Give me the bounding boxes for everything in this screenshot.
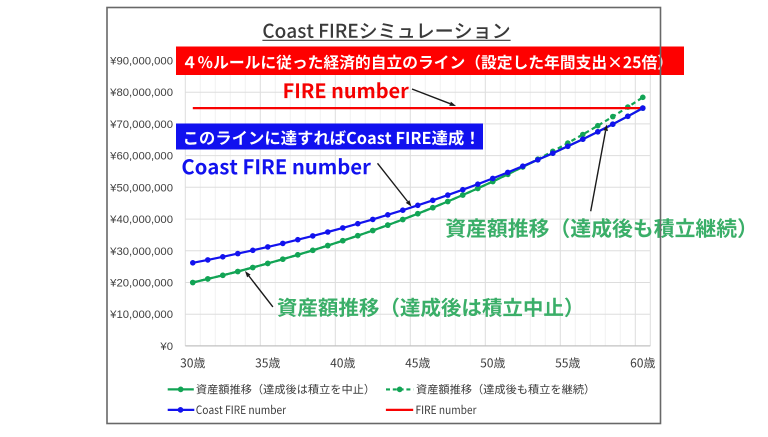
svg-text:¥10,000,000: ¥10,000,000 — [109, 309, 173, 321]
svg-text:¥80,000,000: ¥80,000,000 — [109, 87, 173, 99]
svg-text:¥50,000,000: ¥50,000,000 — [109, 182, 173, 194]
svg-text:¥90,000,000: ¥90,000,000 — [109, 56, 173, 68]
svg-text:¥60,000,000: ¥60,000,000 — [109, 151, 173, 163]
svg-text:¥0: ¥0 — [159, 341, 173, 353]
svg-text:¥20,000,000: ¥20,000,000 — [109, 278, 173, 290]
svg-text:¥70,000,000: ¥70,000,000 — [109, 119, 173, 131]
svg-text:¥30,000,000: ¥30,000,000 — [109, 246, 173, 258]
svg-text:¥40,000,000: ¥40,000,000 — [109, 214, 173, 226]
